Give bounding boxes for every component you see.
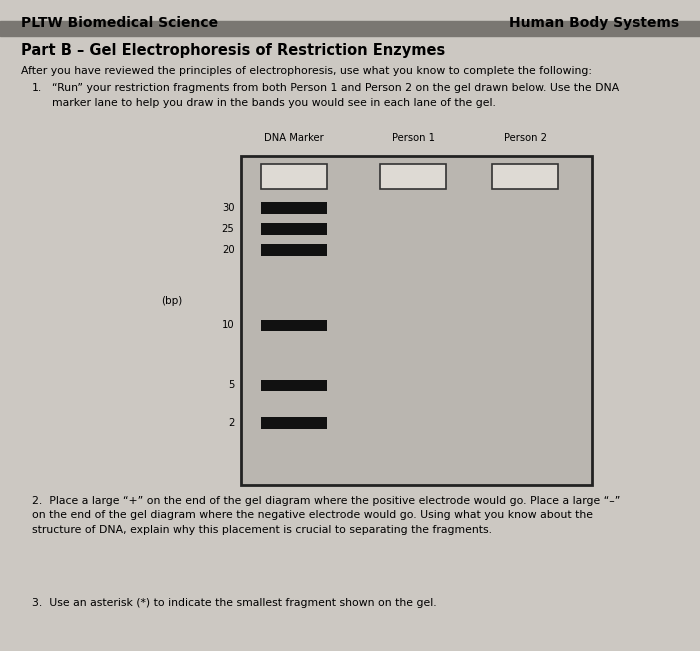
Text: 20: 20 xyxy=(222,245,235,255)
Text: 1.: 1. xyxy=(32,83,42,93)
Text: DNA Marker: DNA Marker xyxy=(264,133,324,143)
Text: Human Body Systems: Human Body Systems xyxy=(509,16,679,31)
Text: Part B – Gel Electrophoresis of Restriction Enzymes: Part B – Gel Electrophoresis of Restrict… xyxy=(21,43,445,58)
Text: After you have reviewed the principles of electrophoresis, use what you know to : After you have reviewed the principles o… xyxy=(21,66,592,76)
Text: Person 2: Person 2 xyxy=(503,133,547,143)
Text: 2: 2 xyxy=(228,418,235,428)
Text: (bp): (bp) xyxy=(161,296,182,306)
Text: 10: 10 xyxy=(222,320,235,331)
Text: PLTW Biomedical Science: PLTW Biomedical Science xyxy=(21,16,218,31)
Text: 25: 25 xyxy=(222,224,235,234)
Text: “Run” your restriction fragments from both Person 1 and Person 2 on the gel draw: “Run” your restriction fragments from bo… xyxy=(52,83,620,107)
Text: 2.  Place a large “+” on the end of the gel diagram where the positive electrode: 2. Place a large “+” on the end of the g… xyxy=(32,496,620,535)
Text: Person 1: Person 1 xyxy=(391,133,435,143)
Text: 30: 30 xyxy=(222,203,235,214)
Text: 3.  Use an asterisk (*) to indicate the smallest fragment shown on the gel.: 3. Use an asterisk (*) to indicate the s… xyxy=(32,598,436,607)
Text: 5: 5 xyxy=(228,380,235,391)
